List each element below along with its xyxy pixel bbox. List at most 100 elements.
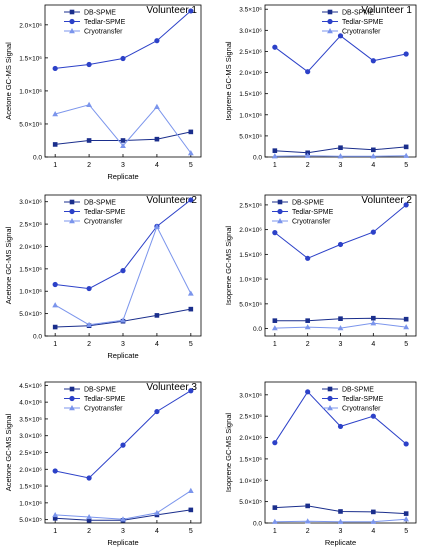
x-tick-label: 2 [306,341,310,348]
data-point [305,69,311,75]
y-tick-label: 4.5×10⁶ [19,383,42,390]
data-point [86,61,92,68]
y-tick-label: 2.5×10⁶ [239,49,262,56]
plot-frame [44,194,202,337]
data-point [52,281,58,288]
x-tick-label: 1 [53,162,57,169]
data-point [272,44,278,50]
y-tick-label: 1.0×10⁶ [19,88,42,95]
legend-marker [69,28,75,34]
panel-5: Volunteer 3 5.0×10⁵ 1.0×10⁶ 1.5×10⁶ 2.0×10⁶ 2… [4,381,202,547]
y-tick-label: 5.0×10⁵ [19,121,42,128]
data-point [52,142,58,147]
legend-label: Cryotransfer [342,406,381,413]
data-point [403,152,410,158]
x-tick-label: 2 [87,528,91,535]
y-axis-label: Isoprene GC-MS Signal [224,413,233,493]
data-point [305,503,310,509]
chart-title: Volunteer 3 [146,382,197,393]
x-axis-label: Replicate [325,538,356,547]
y-tick-label: 5.0×10⁵ [239,301,262,308]
series-cryotransfer [271,516,410,524]
y-axis-label: Acetone GC-MS Signal [4,42,13,120]
y-tick-label: 1.0×10⁶ [239,112,262,119]
legend-marker [69,218,75,224]
data-point [338,145,343,151]
data-point [86,518,92,523]
chart-title: Volunteer 1 [361,5,412,16]
x-tick-label: 4 [155,528,159,535]
data-point [188,507,194,513]
chart-title: Volunteer 1 [146,5,197,16]
x-tick-label: 1 [53,341,57,348]
data-point [304,152,311,158]
legend-label: Tedlar-SPME [342,19,384,26]
data-point [337,33,344,39]
data-point [187,487,194,493]
data-point [271,153,278,159]
y-tick-label: 2.0×10⁶ [239,435,262,442]
y-tick-label: 5.0×10⁵ [19,311,42,318]
y-axis-label: Acetone GC-MS Signal [4,413,13,491]
data-point [337,423,344,430]
data-point [154,136,160,142]
data-point [120,516,126,522]
series-line [54,225,192,326]
data-point [154,313,160,318]
data-point [337,325,344,331]
legend-label: DB-SPME [342,10,374,17]
x-tick-label: 1 [53,528,57,535]
data-point [305,318,310,323]
y-tick-label: 3.5×10⁶ [19,416,42,423]
y-tick-label: 3.0×10⁶ [19,199,42,206]
data-point [154,408,160,415]
legend: DB-SPME Tedlar-SPME Cryotransfer [272,200,334,226]
series-db-spme [272,503,409,516]
data-point [272,230,278,236]
data-point [272,318,278,323]
data-point [371,509,376,515]
data-point [86,513,92,520]
data-point [154,103,160,109]
chart-title: Volunteer 2 [361,195,412,206]
legend-marker [277,199,283,205]
x-tick-label: 3 [339,162,343,169]
panel-2: Volunteer 1 0.0 5.0×10⁵ 1.0×10⁶ 1.5×10⁶ 2.0×1… [224,4,417,169]
x-tick-label: 3 [121,162,125,169]
data-point [188,129,194,135]
data-point [272,505,278,510]
data-point [86,138,92,143]
data-point [271,518,278,524]
data-point [86,475,92,481]
data-point [187,150,194,156]
y-tick-label: 2.0×10⁶ [19,244,42,251]
x-tick-label: 5 [189,162,193,169]
data-point [86,321,92,328]
legend: DB-SPME Tedlar-SPME Cryotransfer [64,10,126,36]
x-tick-label: 4 [371,341,375,348]
y-tick-label: 3.0×10⁶ [239,28,262,35]
legend-label: Cryotransfer [84,219,123,226]
legend-marker [69,386,75,392]
legend-marker [69,395,75,402]
legend-marker [327,386,333,392]
x-tick-label: 1 [273,341,277,348]
x-tick-label: 2 [306,162,310,169]
x-tick-label: 2 [306,528,310,535]
x-tick-label: 4 [371,528,375,535]
data-point [120,268,126,274]
data-point [86,101,92,107]
data-point [187,290,194,296]
series-cryotransfer [271,320,410,331]
legend-label: Cryotransfer [84,29,123,36]
x-axis-label: Replicate [107,538,138,547]
data-point [337,241,344,248]
data-point [188,388,194,394]
panel-1: Volunteer 1 0.0 5.0×10⁵ 1.0×10⁶ 1.5×10⁶ 2.0×1… [4,4,202,181]
y-tick-label: 1.0×10⁶ [19,500,42,507]
data-point [337,518,344,524]
data-point [188,8,194,14]
data-point [271,325,278,331]
y-tick-label: 2.5×10⁶ [19,450,42,457]
